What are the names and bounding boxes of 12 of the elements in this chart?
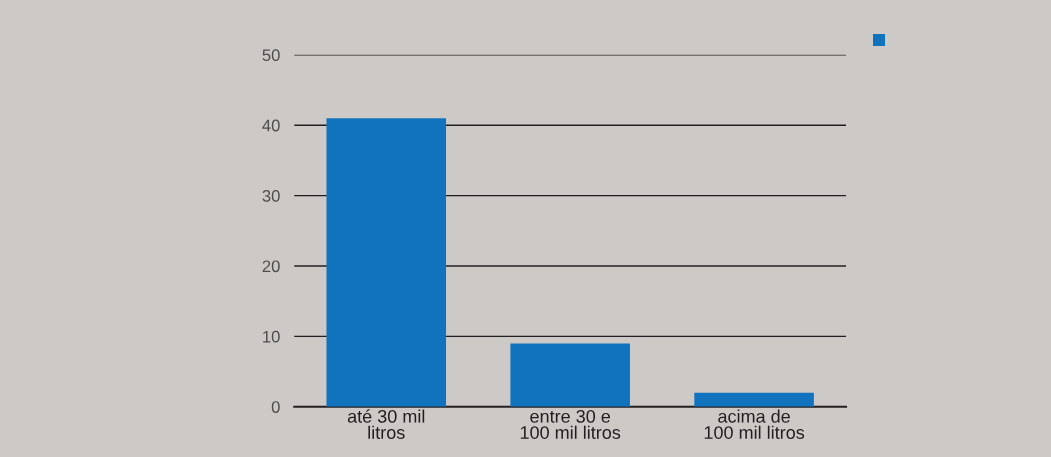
bar	[510, 343, 630, 407]
bar	[694, 392, 814, 407]
x-tick-label: até 30 mil litros	[347, 409, 425, 439]
y-tick-label: 30	[262, 190, 280, 202]
bar	[326, 118, 447, 407]
y-tick-label: 50	[262, 49, 280, 62]
y-tick-label: 20	[262, 260, 280, 273]
x-tick-label: entre 30 e 100 mil litros	[520, 409, 621, 439]
x-tick-label: acima de 100 mil litros	[704, 409, 805, 439]
y-tick-label: 10	[263, 330, 280, 343]
y-tick-label: 40	[262, 119, 280, 132]
y-tick-label: 0	[271, 401, 280, 413]
